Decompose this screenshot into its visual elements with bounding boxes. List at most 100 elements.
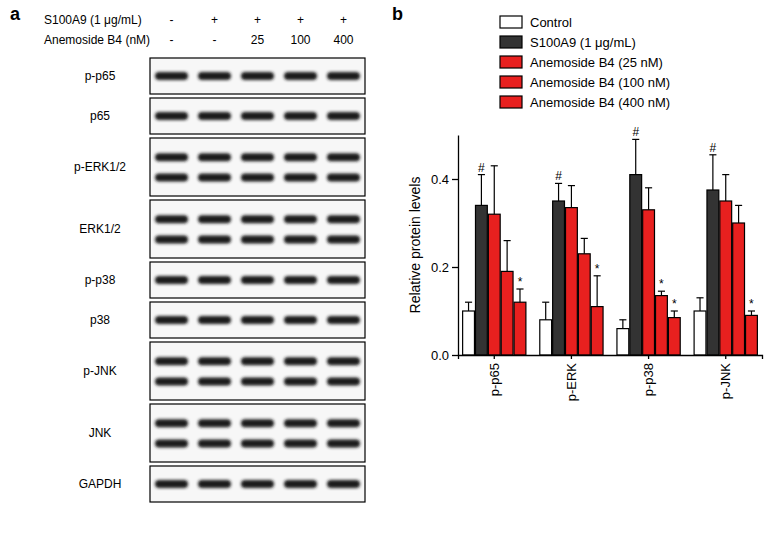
error-stem: [738, 205, 739, 223]
tick-label: 0.4: [431, 172, 449, 187]
band: [198, 357, 231, 365]
panel-label: a: [10, 4, 21, 24]
band: [241, 112, 274, 120]
band: [327, 276, 360, 284]
row-label: ERK1/2: [79, 222, 121, 236]
error-stem: [481, 175, 482, 206]
blot-row: p-JNK: [83, 342, 365, 400]
bar: [488, 214, 500, 355]
row-label: p-p65: [85, 69, 116, 83]
band: [284, 419, 317, 427]
band: [241, 419, 274, 427]
error-cap: [581, 238, 588, 239]
annotation: *: [659, 277, 664, 291]
band: [241, 439, 274, 447]
band: [327, 357, 360, 365]
legend-label: Anemoside B4 (100 nM): [530, 75, 670, 90]
band: [155, 112, 188, 120]
band: [327, 316, 360, 324]
legend-label: Anemoside B4 (25 nM): [530, 55, 663, 70]
annotation: *: [672, 297, 677, 311]
error-stem: [699, 298, 700, 311]
tick-mark: [494, 355, 495, 359]
tick: p-JNK: [718, 355, 733, 399]
lane-label: 25: [251, 33, 265, 47]
error-stem: [635, 139, 636, 174]
error-bar: [542, 302, 549, 320]
band: [198, 480, 231, 488]
error-stem: [751, 311, 752, 315]
bar: [501, 271, 513, 355]
axis-line: [459, 356, 763, 360]
band: [155, 316, 188, 324]
tick-label: p-ERK: [564, 363, 579, 402]
legend-label: S100A9 (1 μg/mL): [530, 35, 636, 50]
annotation: #: [632, 125, 639, 139]
annotation: *: [595, 262, 600, 276]
error-bar: [696, 298, 703, 311]
error-bar: [619, 320, 626, 329]
bar: [566, 208, 578, 355]
band: [198, 173, 231, 181]
error-cap: [504, 240, 511, 241]
blot-row: p38: [90, 302, 365, 338]
blot-frame: [150, 342, 365, 400]
band: [327, 439, 360, 447]
figure: aS100A9 (1 μg/mL)-++++Anemoside B4 (nM)-…: [0, 0, 767, 552]
error-bar: [658, 291, 665, 295]
annotation: #: [478, 161, 485, 175]
error-stem: [519, 289, 520, 302]
bar: [746, 315, 758, 355]
annotation: #: [555, 169, 562, 183]
error-cap: [465, 302, 472, 303]
band: [284, 112, 317, 120]
error-bar: [594, 276, 601, 307]
band: [241, 316, 274, 324]
lane-label: 100: [290, 33, 310, 47]
band: [241, 235, 274, 243]
lane-label: +: [254, 13, 261, 27]
error-stem: [622, 320, 623, 329]
tick-mark: [452, 179, 458, 180]
error-bar: [748, 311, 755, 315]
bar: [463, 311, 475, 355]
band: [284, 173, 317, 181]
tick-label: p-JNK: [718, 363, 733, 399]
row-label: p-ERK1/2: [74, 160, 126, 174]
error-stem: [584, 238, 585, 253]
row-label: p38: [90, 313, 110, 327]
band: [241, 153, 274, 161]
series: [514, 276, 757, 355]
legend: ControlS100A9 (1 μg/mL)Anemoside B4 (25 …: [500, 15, 670, 110]
band: [198, 316, 231, 324]
error-cap: [645, 187, 652, 188]
bar: [540, 320, 552, 355]
row-label: p-JNK: [83, 364, 116, 378]
bar: [617, 329, 629, 355]
error-bar: [555, 183, 562, 201]
bar: [707, 190, 719, 355]
blot-frame: [150, 98, 365, 134]
band: [155, 439, 188, 447]
error-stem: [661, 291, 662, 295]
band: [284, 276, 317, 284]
band: [198, 112, 231, 120]
bar: [656, 296, 668, 355]
tick-mark: [571, 355, 572, 359]
blot-row: p65: [90, 98, 365, 134]
row-label: GAPDH: [79, 477, 122, 491]
tick-mark: [725, 355, 726, 359]
error-bar: [516, 289, 523, 302]
error-cap: [696, 297, 703, 298]
error-stem: [597, 276, 598, 307]
band: [198, 377, 231, 385]
blot-row: JNK: [89, 404, 365, 462]
blot-row: p-p38: [85, 262, 365, 298]
blot-frame: [150, 200, 365, 258]
legend-swatch: [500, 36, 522, 48]
band: [284, 439, 317, 447]
tick-mark: [648, 355, 649, 359]
blot-frame: [150, 404, 365, 462]
tick-mark: [452, 355, 458, 356]
bar: [514, 302, 526, 355]
